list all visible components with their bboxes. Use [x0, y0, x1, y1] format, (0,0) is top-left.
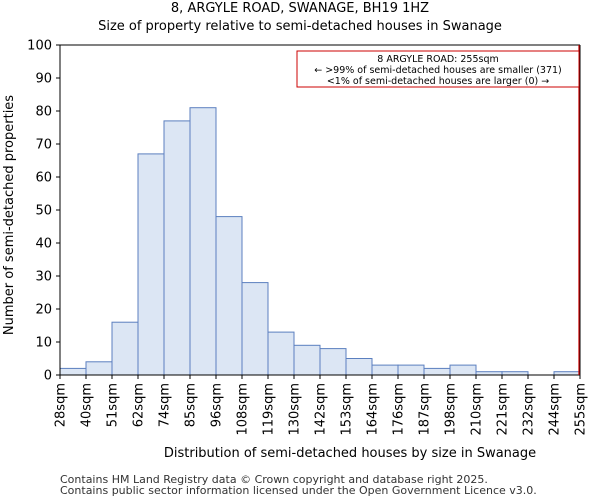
x-tick-label: 119sqm	[262, 383, 277, 436]
y-tick-label: 10	[35, 336, 52, 351]
histogram-bar	[111, 321, 139, 376]
x-tick-label: 130sqm	[288, 383, 303, 436]
y-tick-label: 90	[35, 72, 52, 87]
footer-copyright: Contains HM Land Registry data © Crown c…	[60, 473, 488, 486]
x-tick-label: 164sqm	[366, 383, 381, 436]
x-tick-label: 74sqm	[158, 383, 173, 427]
histogram-bar	[215, 216, 243, 376]
y-tick-label: 40	[35, 237, 52, 252]
x-tick-label: 142sqm	[314, 383, 329, 436]
x-axis-label: Distribution of semi-detached houses by …	[164, 446, 536, 461]
x-tick-label: 176sqm	[392, 383, 407, 436]
y-tick-label: 60	[35, 171, 52, 186]
histogram-bar	[449, 364, 477, 376]
y-tick-label: 30	[35, 270, 52, 285]
x-tick-label: 198sqm	[444, 383, 459, 436]
annotation-box	[296, 50, 580, 88]
x-tick-label: 62sqm	[132, 383, 147, 427]
chart-title: 8, ARGYLE ROAD, SWANAGE, BH19 1HZ	[170, 1, 430, 16]
x-tick-label: 51sqm	[106, 383, 121, 427]
x-tick-label: 255sqm	[574, 383, 589, 436]
histogram-bar	[345, 358, 373, 376]
histogram-bar	[241, 282, 269, 376]
y-tick-label: 20	[35, 303, 52, 318]
footer-licence: Contains public sector information licen…	[60, 484, 537, 497]
annotation-title: 8 ARGYLE ROAD: 255sqm	[377, 54, 498, 65]
histogram-bar	[267, 331, 295, 376]
histogram-bar	[59, 367, 87, 376]
x-tick-label: 210sqm	[470, 383, 485, 436]
x-tick-label: 96sqm	[210, 383, 225, 427]
histogram-bar	[293, 344, 321, 376]
x-tick-label: 108sqm	[236, 383, 251, 436]
x-tick-label: 153sqm	[340, 383, 355, 436]
annotation-larger: <1% of semi-detached houses are larger (…	[327, 76, 549, 87]
x-tick-label: 232sqm	[522, 383, 537, 436]
histogram-bar	[189, 107, 217, 376]
histogram-bar	[423, 367, 451, 376]
y-axis-label: Number of semi-detached properties	[2, 95, 17, 335]
y-tick-label: 50	[35, 204, 52, 219]
x-tick-label: 40sqm	[80, 383, 95, 427]
y-tick-label: 100	[27, 39, 52, 54]
x-tick-label: 187sqm	[418, 383, 433, 436]
chart-subtitle: Size of property relative to semi-detach…	[98, 19, 502, 34]
histogram-bar	[371, 364, 399, 376]
x-tick-label: 221sqm	[496, 383, 511, 436]
x-tick-label: 85sqm	[184, 383, 199, 427]
histogram-bar	[137, 153, 165, 376]
histogram-bar	[319, 348, 347, 376]
histogram-bar	[85, 361, 113, 376]
y-tick-label: 70	[35, 138, 52, 153]
x-tick-label: 244sqm	[548, 383, 563, 436]
histogram-bar	[397, 364, 425, 376]
histogram-bar	[163, 120, 191, 376]
y-tick-label: 0	[44, 369, 52, 384]
y-tick-label: 80	[35, 105, 52, 120]
x-tick-label: 28sqm	[54, 383, 69, 427]
annotation-smaller: ← >99% of semi-detached houses are small…	[314, 65, 562, 76]
